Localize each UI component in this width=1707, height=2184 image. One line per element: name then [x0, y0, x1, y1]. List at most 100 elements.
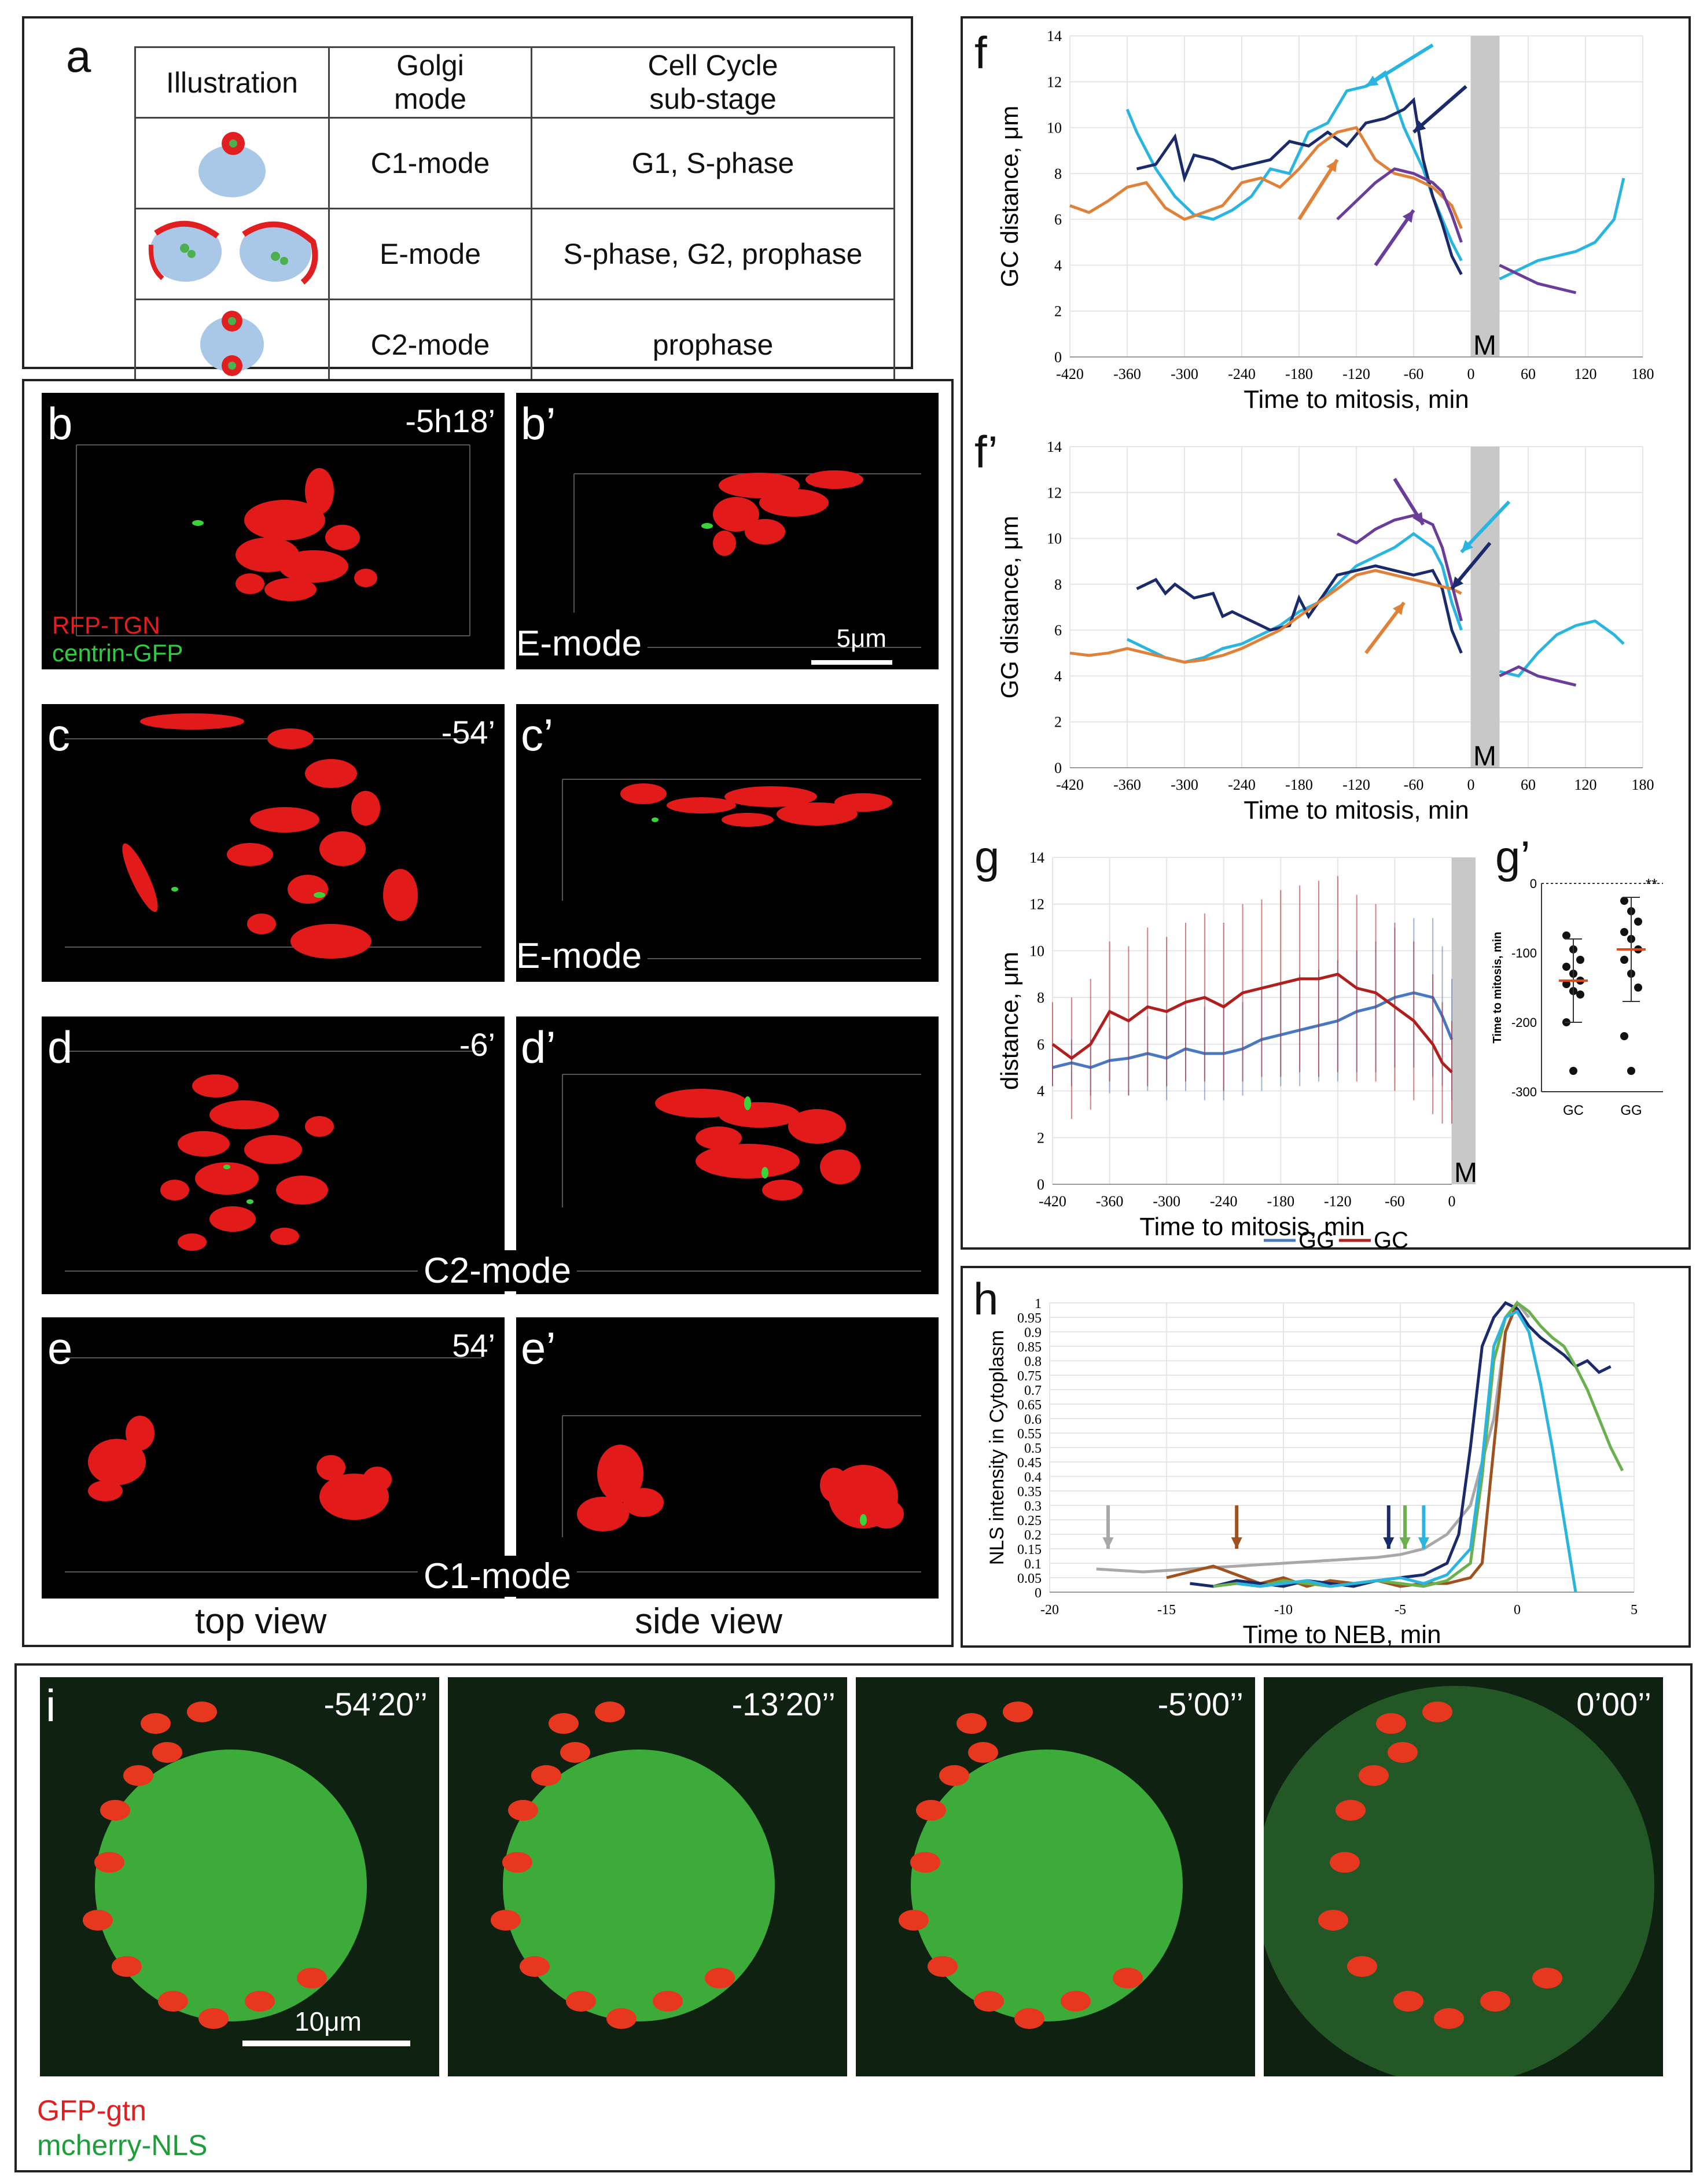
- x-category-label: GG: [1620, 1103, 1642, 1118]
- series-line-cyan: [1236, 1309, 1577, 1593]
- panel-i-frame-1: -13’20’’: [448, 1677, 847, 2076]
- bottom-label-side-view: side view: [635, 1601, 782, 1641]
- mitosis-bar: [1471, 36, 1500, 357]
- table-mode-c1: C1-mode: [328, 117, 532, 209]
- mitosis-label: M: [1473, 330, 1496, 361]
- data-point: [1562, 931, 1570, 940]
- y-tick-label: 0: [1037, 1176, 1044, 1193]
- time-label-i-3: 0’00’’: [1576, 1686, 1651, 1722]
- y-tick-label: 0.95: [1017, 1311, 1042, 1326]
- y-tick-label: 14: [1047, 439, 1062, 455]
- y-tick-label: 14: [1047, 28, 1062, 45]
- y-tick-label: 0.05: [1017, 1571, 1042, 1586]
- panels-b-e-frame: b -5h18’ RFP-TGN centrin-GFP b’ E-mode 5…: [22, 379, 954, 1647]
- y-tick-label: 0.8: [1024, 1354, 1042, 1369]
- golgi-mode-table: Illustration Golgi mode Cell Cycle sub-s…: [134, 46, 895, 391]
- y-tick-label: 6: [1054, 622, 1062, 639]
- legend-rfp-tgn: RFP-TGN: [52, 612, 160, 639]
- nls-arrow-navy-head: [1383, 1537, 1395, 1549]
- x-tick-label: -420: [1056, 366, 1084, 382]
- legend-mcherry-nls: mcherry-NLS: [37, 2129, 208, 2161]
- y-axis-label: NLS intensity in Cytoplasm: [986, 1330, 1008, 1565]
- y-tick-label: 0.15: [1017, 1542, 1042, 1557]
- panel-d2-golgi-render: [528, 1074, 921, 1272]
- y-tick-label: 0.3: [1024, 1499, 1042, 1514]
- legend-gc-label: GC: [1374, 1228, 1408, 1251]
- table-mode-e: E-mode: [328, 208, 532, 300]
- y-tick-label: 0.2: [1024, 1528, 1042, 1543]
- series-line-purple: [1336, 167, 1577, 294]
- time-label-i-1: -13’20’’: [731, 1686, 836, 1722]
- y-tick-label: 0.55: [1017, 1427, 1042, 1442]
- panel-h-frame: h 0 0.05 0.1 0.15 0.2 0.25 0.3 0.35 0.4 0.45 0.5 0.…: [961, 1266, 1691, 1648]
- x-tick-label: 0: [1514, 1603, 1521, 1618]
- x-tick-label: -20: [1040, 1603, 1059, 1618]
- x-tick-label: 180: [1632, 366, 1654, 382]
- x-tick-label: 180: [1632, 776, 1654, 793]
- panel-label-h: h: [973, 1273, 999, 1324]
- panel-d-golgi-render: [65, 1051, 481, 1272]
- x-tick-label: 0: [1467, 366, 1475, 382]
- data-point: [1620, 897, 1628, 905]
- x-tick-label: -360: [1096, 1193, 1124, 1210]
- x-tick-label: 0: [1467, 776, 1475, 793]
- y-tick-label: 0.45: [1017, 1456, 1042, 1471]
- series-line-orange: [1069, 126, 1463, 229]
- data-point: [1620, 956, 1628, 964]
- table-header-stage: Cell Cycle sub-stage: [531, 46, 895, 119]
- panel-c-top-view: c -54’: [42, 704, 505, 982]
- x-tick-label: -120: [1342, 776, 1370, 793]
- panel-label-b: b: [47, 398, 73, 449]
- mode-label-d: C2-mode: [418, 1250, 577, 1291]
- chart-f2-gg-distance: 0 2 4 6 8 10 12 14 -420 -360 -300 -240 -180 -120 -60 0 6…: [996, 439, 1654, 823]
- plot-area: [1053, 857, 1452, 1184]
- scale-bar-i: [242, 2041, 410, 2046]
- panel-label-b2: b’: [521, 398, 556, 449]
- illustration-c2: [134, 299, 330, 391]
- illustration-e: [134, 208, 330, 300]
- panel-b-golgi-render: [76, 444, 470, 636]
- mitosis-label: M: [1454, 1158, 1477, 1188]
- chart-f-gc-distance: 0 2 4 6 8 10 12 14 -420 -360 -300 -240 -180 -120 -60 0 6…: [996, 28, 1654, 414]
- y-tick-label: 10: [1029, 942, 1044, 959]
- x-tick-label: -240: [1228, 366, 1256, 382]
- x-tick-label: -5: [1395, 1603, 1406, 1618]
- x-tick-label: -60: [1385, 1193, 1405, 1210]
- panel-label-d: d: [47, 1022, 73, 1073]
- mode-label-c: E-mode: [516, 936, 648, 977]
- panel-c2-side-view: c’ E-mode: [516, 704, 939, 982]
- y-tick-label: 4: [1054, 668, 1062, 684]
- mitosis-label: M: [1473, 741, 1496, 772]
- y-tick-label: 14: [1029, 849, 1044, 866]
- x-tick-label: -240: [1210, 1193, 1238, 1210]
- panel-label-g: g: [974, 831, 1000, 882]
- bottom-label-top-view: top view: [195, 1601, 327, 1641]
- panel-c-golgi-render: [65, 713, 481, 959]
- time-label-d: -6’: [459, 1026, 495, 1063]
- y-axis-label: Time to mitosis, min: [1491, 932, 1504, 1044]
- y-tick-label: 0: [1054, 349, 1062, 366]
- panel-i-frame-0: -54’20’’ 10μm: [40, 1677, 439, 2076]
- time-label-e: 54’: [452, 1327, 495, 1364]
- y-tick-label: 6: [1054, 211, 1062, 228]
- y-tick-label: 0.4: [1024, 1470, 1042, 1485]
- panel-e-top-view: e 54’: [42, 1317, 505, 1599]
- y-tick-label: 1: [1035, 1297, 1042, 1312]
- scale-label-b: 5μm: [836, 624, 886, 653]
- mitosis-bar: [1452, 857, 1476, 1184]
- arrow-cyan-head: [1366, 75, 1379, 87]
- data-point: [1562, 963, 1570, 971]
- panel-label-g2: g’: [1495, 831, 1531, 882]
- panel-i-frame-2: -5’00’’: [856, 1677, 1255, 2076]
- x-tick-label: -60: [1404, 366, 1424, 382]
- y-tick-label: -200: [1511, 1015, 1537, 1030]
- series-line-purple: [1336, 514, 1577, 687]
- panel-label-i: i: [46, 1680, 56, 1731]
- panel-label-d2: d’: [521, 1022, 556, 1073]
- y-axis-label: GC distance, μm: [996, 106, 1023, 288]
- mitosis-bar: [1471, 447, 1500, 768]
- nls-arrow-cyan-head: [1418, 1537, 1429, 1549]
- x-tick-label: -360: [1113, 366, 1141, 382]
- x-tick-label: -300: [1171, 366, 1198, 382]
- scale-bar-b: [811, 660, 892, 665]
